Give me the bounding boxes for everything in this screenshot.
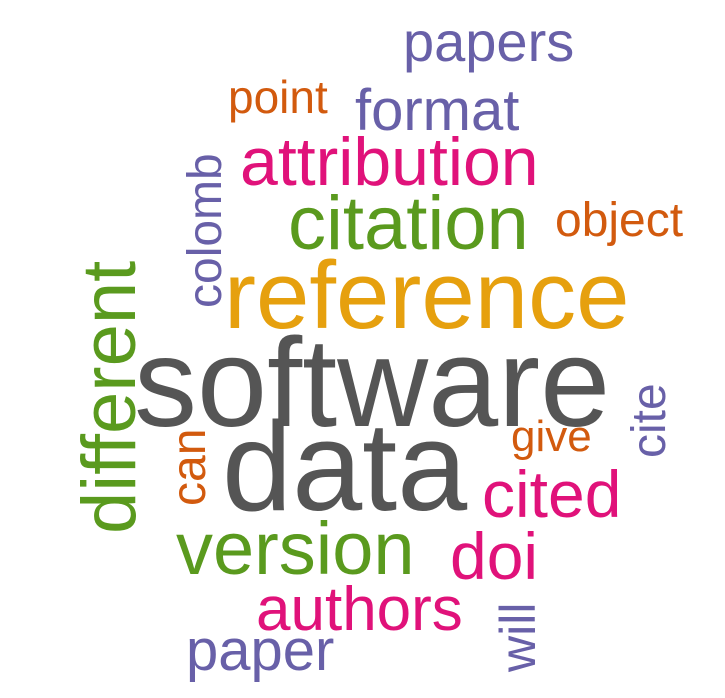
word-doi: doi [450,519,539,593]
word-object: object [555,194,684,247]
word-point: point [228,71,328,123]
word-reference: reference [224,242,630,349]
word-can: can [163,428,216,506]
word-give: give [511,412,592,461]
word-papers: papers [403,10,575,73]
word-different: different [67,260,152,534]
word-version: version [176,507,415,590]
word-citation: citation [288,181,529,266]
word-paper: paper [186,618,335,683]
word-will: will [490,602,546,672]
word-software: software [134,312,611,453]
word-attribution: attribution [240,124,539,200]
word-data: data [222,396,468,537]
word-authors: authors [256,575,463,644]
word-format: format [355,78,520,143]
word-cited: cited [482,457,622,531]
word-colomb: colomb [179,153,232,308]
word-cite: cite [623,383,676,458]
